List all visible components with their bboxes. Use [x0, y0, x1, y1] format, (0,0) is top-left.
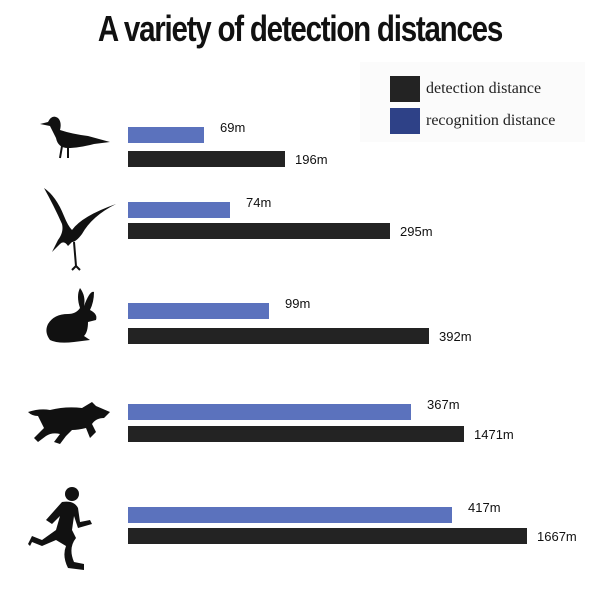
bar-detection: [128, 426, 464, 442]
bar-recognition: [128, 202, 230, 218]
data-label: 99m: [285, 296, 311, 311]
legend: detection distance recognition distance: [360, 62, 585, 142]
data-label: 392m: [439, 329, 472, 344]
data-label: 367m: [427, 397, 460, 412]
data-label: 69m: [220, 120, 246, 135]
runner-icon: [28, 487, 92, 570]
data-label: 295m: [400, 224, 433, 239]
data-label: 196m: [295, 152, 328, 167]
bar-detection: [128, 223, 390, 239]
seagull-icon: [40, 116, 110, 159]
legend-swatch: [390, 76, 420, 102]
data-label: 417m: [468, 500, 501, 515]
bar-recognition: [128, 127, 204, 143]
legend-swatch: [390, 108, 420, 134]
bar-detection: [128, 151, 285, 167]
legend-label: detection distance: [426, 80, 542, 97]
bar-detection: [128, 328, 429, 344]
data-label: 1667m: [537, 529, 577, 544]
bar-recognition: [128, 303, 269, 319]
data-label: 1471m: [474, 427, 514, 442]
heron-icon: [44, 188, 116, 271]
bar-recognition: [128, 404, 411, 420]
rabbit-icon: [46, 288, 97, 343]
chart-title: A variety of detection distances: [97, 8, 503, 49]
data-label: 74m: [246, 195, 272, 210]
wolf-icon: [28, 402, 110, 444]
bar-detection: [128, 528, 527, 544]
bar-recognition: [128, 507, 452, 523]
legend-label: recognition distance: [426, 112, 556, 129]
